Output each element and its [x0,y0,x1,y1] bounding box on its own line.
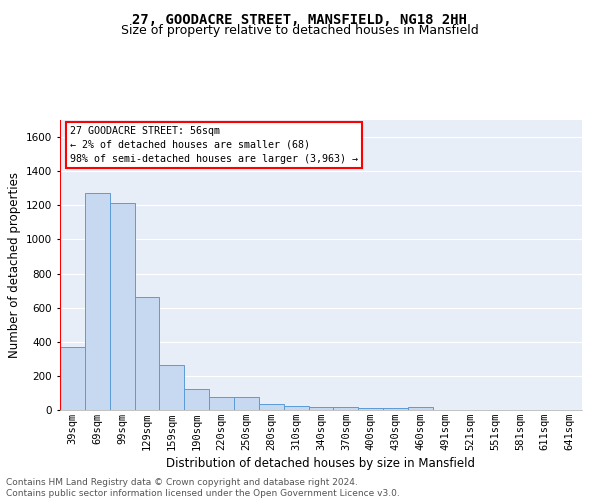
Text: 27, GOODACRE STREET, MANSFIELD, NG18 2HH: 27, GOODACRE STREET, MANSFIELD, NG18 2HH [133,12,467,26]
Bar [308,407,334,410]
Text: 27 GOODACRE STREET: 56sqm
← 2% of detached houses are smaller (68)
98% of semi-d: 27 GOODACRE STREET: 56sqm ← 2% of detach… [70,126,358,164]
Bar [184,388,209,410]
Bar [160,365,184,410]
Bar [358,408,383,410]
Text: Contains HM Land Registry data © Crown copyright and database right 2024.
Contai: Contains HM Land Registry data © Crown c… [6,478,400,498]
Bar [383,408,408,410]
Bar [209,397,234,410]
Bar [134,296,160,410]
Text: Size of property relative to detached houses in Mansfield: Size of property relative to detached ho… [121,24,479,37]
Y-axis label: Number of detached properties: Number of detached properties [8,172,20,358]
Bar [259,404,284,410]
Bar [284,406,308,410]
Bar [334,408,358,410]
Bar [408,406,433,410]
Bar [85,194,110,410]
Bar [110,202,134,410]
Text: Distribution of detached houses by size in Mansfield: Distribution of detached houses by size … [167,458,476,470]
Bar [234,397,259,410]
Bar [60,347,85,410]
